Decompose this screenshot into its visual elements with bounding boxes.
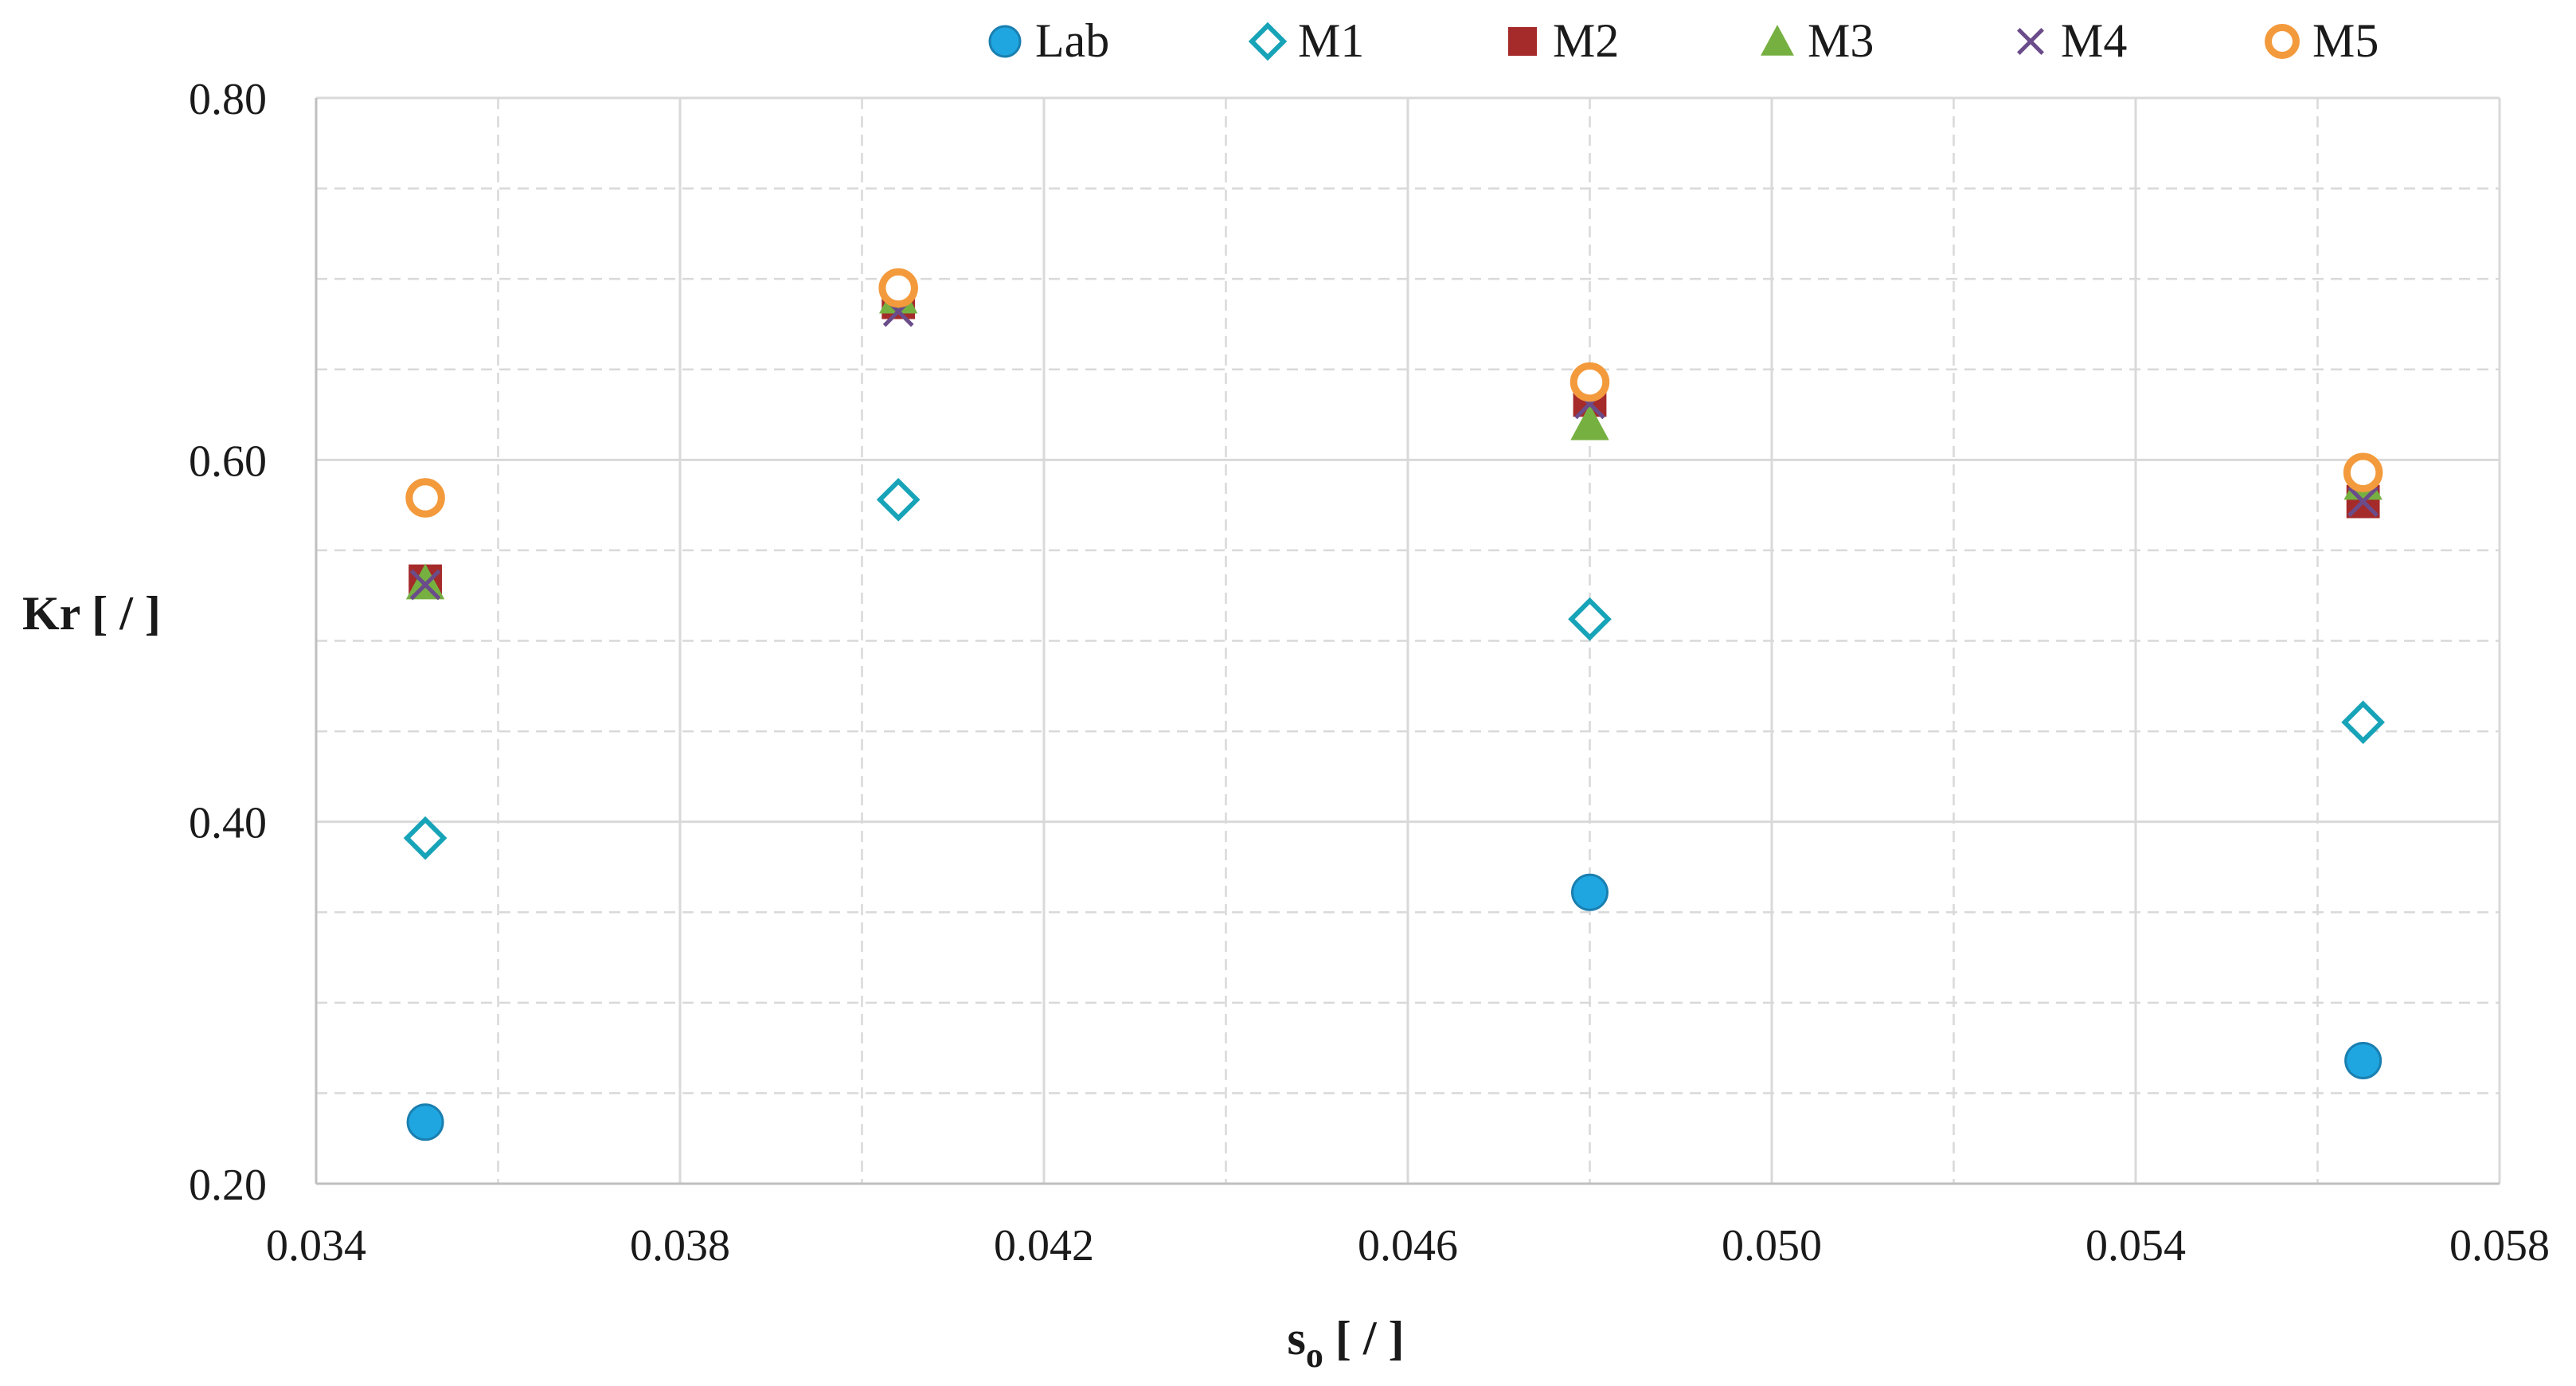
y-axis-title: Kr [ / ] [22,587,161,640]
legend-marker [1248,22,1288,61]
marker-shape [1248,22,1288,61]
legend-item: M4 [2017,14,2127,67]
marker-shape [2344,1042,2383,1080]
x-axis-title: so [ / ] [1288,1312,1405,1375]
x-tick-label: 0.054 [2085,1221,2186,1270]
marker-shape [1571,873,1609,911]
x-tick-label: 0.046 [1358,1221,1458,1270]
data-point [409,569,441,601]
legend-marker [1761,25,1794,56]
data-point [2341,700,2385,745]
data-point [2343,452,2383,492]
legend-item: M5 [2265,14,2379,67]
marker-shape [1569,362,1610,402]
marker-shape [2343,452,2383,492]
legend-label: M5 [2312,14,2379,67]
marker-shape [1570,404,1609,440]
x-tick-label: 0.042 [994,1221,1094,1270]
legend-item: M1 [1248,14,1364,67]
legend-label: Lab [1035,14,1109,67]
marker-shape [403,816,448,860]
y-tick-label: 0.80 [189,75,267,124]
legend-label: M1 [1298,14,1364,67]
y-tick-label: 0.60 [189,437,267,486]
series-m5 [405,268,2383,518]
legend-marker [2265,24,2300,59]
x-tick-label: 0.034 [266,1221,366,1270]
data-point [405,478,445,518]
marker-shape [988,25,1022,58]
legend-label: M3 [1808,14,1874,67]
data-points [403,268,2385,1141]
marker-shape [1761,25,1794,56]
x-tick-label: 0.038 [630,1221,730,1270]
legend-label: M2 [1553,14,1619,67]
tick-labels: 0.034 0.038 0.042 0.046 0.050 0.054 0.058 0.20 0… [189,75,2550,1270]
marker-shape [405,563,445,600]
legend-label: M4 [2061,14,2127,67]
marker-stroke [2347,486,2379,517]
data-point [876,477,921,522]
series-lab [406,873,2383,1141]
series-m1 [403,477,2385,860]
data-point [1569,362,1610,402]
data-point [406,1103,444,1141]
legend: Lab M1 M2 M3 M4 M5 [988,14,2379,67]
legend-marker [2017,28,2044,55]
data-point [403,816,448,860]
x-axis-title-subscript: o [1306,1336,1323,1375]
axes [315,98,2500,1185]
data-point [1571,873,1609,911]
marker-shape [2265,24,2300,59]
legend-item: M3 [1761,14,1874,67]
data-point [405,563,445,600]
marker-shape [1568,597,1612,641]
x-tick-label: 0.050 [1722,1221,1822,1270]
x-axis-title-main: s [1288,1312,1306,1364]
legend-item: M2 [1507,14,1619,67]
data-point [2344,1042,2383,1080]
legend-marker [1507,26,1538,57]
marker-stroke [2017,28,2044,55]
legend-marker [988,25,1022,58]
marker-shape [876,477,921,522]
x-tick-label: 0.058 [2449,1221,2550,1270]
marker-stroke [409,569,441,601]
x-axis-title-unit: [ / ] [1323,1312,1405,1364]
grid [316,96,2501,1184]
data-point [1570,404,1609,440]
marker-shape [406,1103,444,1141]
data-point [878,268,918,308]
marker-shape [2341,700,2385,745]
marker-shape [878,268,918,308]
marker-shape [1507,26,1538,57]
data-point [2347,486,2379,517]
y-tick-label: 0.40 [189,799,267,848]
marker-shape [405,478,445,518]
data-point [1568,597,1612,641]
y-tick-label: 0.20 [189,1161,267,1210]
legend-item: Lab [988,14,1109,67]
